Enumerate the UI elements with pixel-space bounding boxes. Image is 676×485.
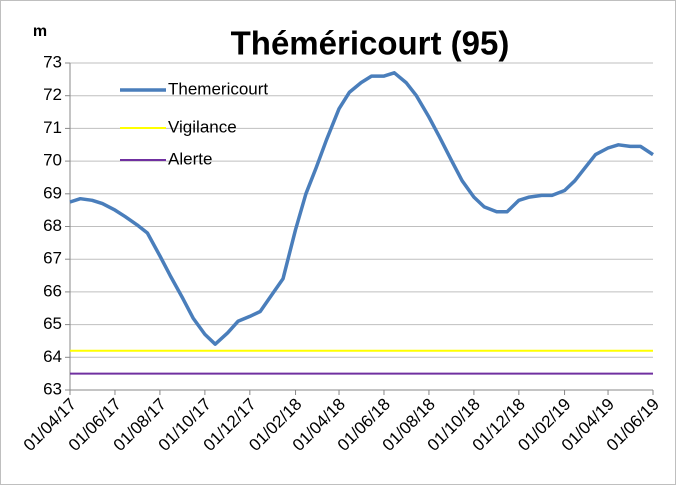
y-axis-label: m <box>33 23 47 40</box>
y-tick-label: 63 <box>43 379 62 398</box>
y-tick-label: 66 <box>43 281 62 300</box>
series-line <box>69 71 654 346</box>
y-tick-label: 65 <box>43 314 62 333</box>
legend-label: Alerte <box>168 149 212 168</box>
y-tick-label: 67 <box>43 249 62 268</box>
y-tick-label: 70 <box>43 151 62 170</box>
legend-label: Themericourt <box>168 79 268 98</box>
chart-title: Théméricourt (95) <box>231 25 510 62</box>
legend-label: Vigilance <box>168 117 237 136</box>
y-tick-label: 68 <box>43 216 62 235</box>
y-tick-label: 73 <box>43 52 62 71</box>
y-tick-label: 69 <box>43 183 62 202</box>
y-tick-label: 64 <box>43 347 62 366</box>
y-tick-label: 72 <box>43 85 62 104</box>
y-tick-label: 71 <box>43 118 62 137</box>
